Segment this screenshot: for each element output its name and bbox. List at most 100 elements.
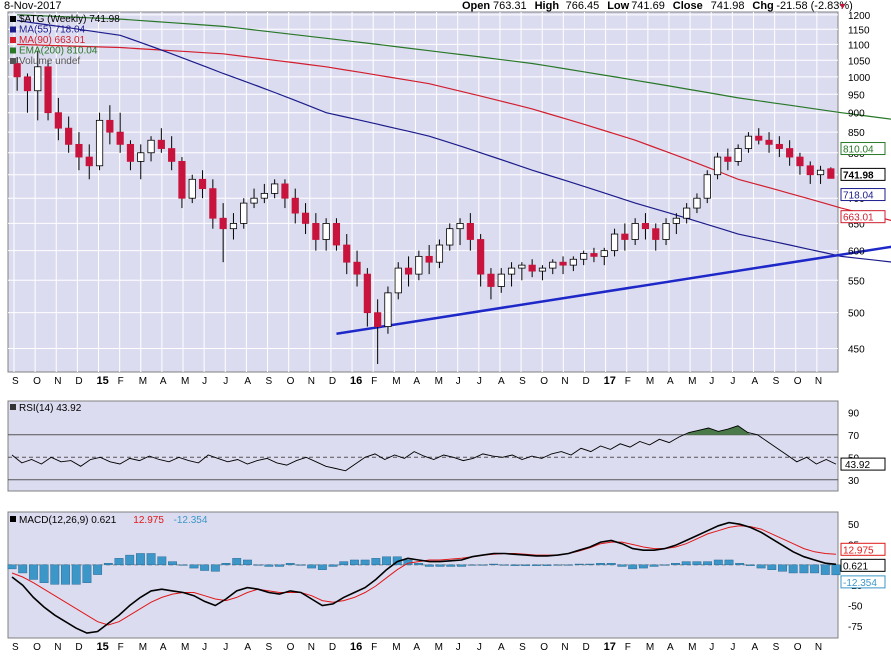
candle-body [147,139,155,154]
month-tick: A [244,642,251,653]
candle-body [538,267,547,272]
month-tick: N [308,376,315,387]
value-tag-box [840,210,886,224]
candle-body [724,156,732,162]
macd-histogram-bar [585,563,595,566]
candle-body [260,192,268,199]
month-tick: M [646,376,654,387]
month-tick: J [202,642,207,653]
candle-body [415,255,423,275]
candle-body [765,139,773,145]
candle-body [435,244,444,263]
macd-histogram-bar [724,559,734,566]
candle-body [487,273,495,287]
rsi-overbought-fill [685,425,751,435]
macd-histogram-bar [371,558,381,566]
macd-value-tag-box [840,575,886,589]
price-candles [13,50,835,364]
candle-body [353,261,361,275]
price-tick-label: 1200 [848,11,871,22]
macd-histogram-bar [232,558,242,566]
month-tick: J [730,376,735,387]
month-tick: F [371,376,377,387]
month-tick: J [456,642,461,653]
month-tick: N [308,642,315,653]
macd-histogram-bar [178,564,188,566]
month-tick: J [477,376,482,387]
month-tick: M [435,642,443,653]
macd-histogram-bar [499,564,509,566]
macd-histogram-bar [424,564,434,567]
month-tick: M [435,376,443,387]
macd-histogram-bar [360,559,370,566]
month-tick: M [392,642,400,653]
month-tick: M [646,642,654,653]
candle-body [775,143,783,149]
macd-line [11,521,837,634]
rsi-panel [7,400,839,492]
month-tick: M [392,376,400,387]
macd-histogram-bar [125,554,135,566]
header-date: 8-Nov-2017 [4,0,61,12]
quote-label: Close [673,0,703,12]
month-tick: M [139,642,147,653]
month-tick: D [75,376,82,387]
macd-histogram-bar [435,564,445,567]
macd-histogram-bar [756,564,766,569]
candle-body [281,183,289,199]
macd-histogram-bar [103,563,113,566]
month-tick: A [667,376,674,387]
month-tick: J [223,642,228,653]
macd-histogram-bar [18,564,28,574]
trendline [336,245,891,335]
rsi-line [11,425,837,472]
candle-body [384,292,392,327]
macd-histogram-bar [831,564,841,576]
price-tick-label: 1000 [848,73,871,84]
month-axis-bg [8,374,838,387]
macd-value-tag: 0.621 [843,561,868,572]
price-tick-label: 650 [848,219,865,230]
candle-body [518,264,526,269]
macd-histogram-bar [638,564,648,569]
candle-body [559,261,567,266]
month-tick: 17 [604,641,616,653]
candle-body [116,131,124,145]
month-tick: F [118,642,124,653]
candle-body [816,169,825,176]
value-tag-text: 810.04 [843,145,874,156]
legend-swatch [10,16,16,22]
candle-body [693,197,701,209]
month-tick: F [625,642,631,653]
macd-histogram-bar [606,563,616,566]
candle-body [332,223,341,246]
candle-body [75,143,83,158]
macd-histogram-bar [253,564,263,566]
macd-histogram-bar [531,564,541,566]
price-panel [7,11,839,373]
candle-body [827,168,835,179]
month-tick: 15 [97,375,109,387]
month-tick: A [160,376,167,387]
month-tick: A [667,642,674,653]
month-tick: M [181,376,189,387]
month-tick: O [33,642,41,653]
candle-body [23,76,32,92]
price-tick-label: 1050 [848,56,871,67]
month-tick: S [519,376,526,387]
macd-panel [7,511,839,639]
month-tick: 16 [350,375,362,387]
month-tick: A [160,642,167,653]
macd-histogram-bar [157,556,167,566]
candle-body [404,267,413,275]
macd-value-tag: -12.354 [843,578,877,589]
candle-body [106,119,114,133]
macd-histogram-bar [264,564,274,567]
candle-body [34,66,42,92]
macd-tick-label: -50 [848,601,863,612]
macd-histogram-bar [243,559,252,566]
month-tick: J [730,642,735,653]
month-tick: A [751,376,758,387]
candle-body [240,202,248,224]
candle-body [713,156,722,176]
